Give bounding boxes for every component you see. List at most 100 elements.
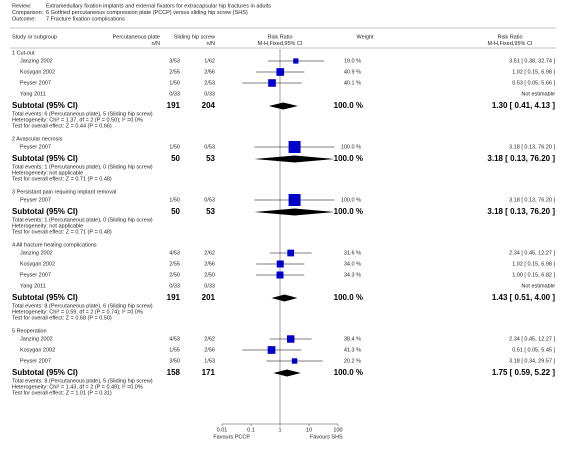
n-value: 1/53 xyxy=(204,358,215,364)
n-value: 2/56 xyxy=(204,261,215,267)
comparison: 6 Gotfried percutaneous compression plat… xyxy=(46,10,248,16)
effect-box xyxy=(288,194,301,206)
effect-box xyxy=(293,58,299,64)
n-value: 0/33 xyxy=(169,91,180,97)
result: 3.18 [ 0.13, 76.20 ] xyxy=(509,144,555,150)
subtotal-name: Subtotal (95% CI) xyxy=(12,293,78,302)
subtotal-result: 1.30 [ 0.41, 4.13 ] xyxy=(492,101,555,110)
heterogeneity: Heterogeneity: not applicable xyxy=(12,170,83,176)
subtotal-weight: 100.0 % xyxy=(334,293,363,302)
tick-label: 0.01 xyxy=(217,427,228,433)
weight: 34.3 % xyxy=(344,272,361,278)
group-title: 2 Avascular necrosis xyxy=(12,136,63,142)
total-events: Total events: 1 (Percutaneous plate), 0 … xyxy=(12,217,153,223)
subtotal-result: 3.18 [ 0.13, 76.20 ] xyxy=(487,207,555,216)
n-value: 1/55 xyxy=(169,347,180,353)
weight: 100.0 % xyxy=(341,144,361,150)
weight: 31.6 % xyxy=(344,250,361,256)
result: 3.18 [ 0.13, 76.20 ] xyxy=(509,197,555,203)
effect-box xyxy=(276,260,284,268)
result: 2.34 [ 0.45, 12.27 ] xyxy=(509,336,555,342)
group-title: 4 All fracture healing complications xyxy=(12,242,97,248)
result: 2.34 [ 0.45, 12.27 ] xyxy=(509,250,555,256)
effect-box xyxy=(287,249,295,257)
column-header: Risk Ratio xyxy=(267,34,292,40)
column-header: Study or subgroup xyxy=(12,34,57,40)
study-name: Kosygan 2002 xyxy=(20,347,55,353)
column-header: M-H,Fixed,95% CI xyxy=(488,41,533,47)
heterogeneity: Heterogeneity: Chi² = 0.59, df = 2 (P = … xyxy=(12,309,143,315)
subtotal-name: Subtotal (95% CI) xyxy=(12,101,78,110)
heterogeneity: Heterogeneity: not applicable xyxy=(12,223,83,229)
n-value: 0/33 xyxy=(204,283,215,289)
total-events: Total events: 8 (Percutaneous plate), 5 … xyxy=(12,378,153,384)
weight: 100.0 % xyxy=(341,197,361,203)
overall-effect: Test for overall effect: Z = 0.68 (P = 0… xyxy=(12,315,112,321)
subtotal-weight: 100.0 % xyxy=(334,101,363,110)
effect-box xyxy=(288,141,301,153)
group-title: 5 Reoperation xyxy=(12,328,47,334)
study-name: Janzing 2002 xyxy=(20,250,53,256)
heterogeneity: Heterogeneity: Chi² = 1.43, df = 2 (P = … xyxy=(12,384,143,390)
n-value: 0/53 xyxy=(204,197,215,203)
n-value: 2/62 xyxy=(204,250,215,256)
summary-diamond xyxy=(268,102,298,110)
weight: 34.0 % xyxy=(344,261,361,267)
n-value: 2/53 xyxy=(204,80,215,86)
n-value: 4/53 xyxy=(169,336,180,342)
heterogeneity: Heterogeneity: Chi² = 1.37, df = 2 (P = … xyxy=(12,117,143,123)
result: 1.00 [ 0.15, 6.82 ] xyxy=(512,272,555,278)
result: 3.18 [ 0.34, 29.57 ] xyxy=(509,358,555,364)
summary-diamond xyxy=(254,155,335,163)
tick-label: 0.1 xyxy=(247,427,255,433)
n-value: 0/33 xyxy=(204,91,215,97)
tick-label: 100 xyxy=(333,427,342,433)
group-title: 1 Cut-out xyxy=(12,50,35,56)
review-label: Review: xyxy=(12,3,32,9)
subtotal-n: 53 xyxy=(206,207,215,216)
subtotal-n: 201 xyxy=(202,293,216,302)
study-name: Kosygan 2002 xyxy=(20,261,55,267)
n-value: 2/55 xyxy=(169,69,180,75)
result: 0.51 [ 0.05, 5.45 ] xyxy=(512,347,555,353)
subtotal-name: Subtotal (95% CI) xyxy=(12,368,78,377)
n-value: 2/50 xyxy=(204,272,215,278)
tick-label: 10 xyxy=(306,427,312,433)
n-value: 2/55 xyxy=(169,261,180,267)
overall-effect: Test for overall effect: Z = 0.44 (P = 0… xyxy=(12,123,112,129)
study-name: Peyser 2007 xyxy=(20,272,51,278)
n-value: 3/50 xyxy=(169,358,180,364)
n-value: 2/50 xyxy=(169,272,180,278)
overall-effect: Test for overall effect: Z = 1.01 (P = 0… xyxy=(12,390,112,396)
comparison-label: Comparison: xyxy=(12,10,44,16)
subtotal-n: 191 xyxy=(167,101,181,110)
favours-left: Favours PCCP xyxy=(213,434,250,440)
summary-diamond xyxy=(273,369,301,377)
column-header: Risk Ratio xyxy=(497,34,522,40)
study-name: Yang 2011 xyxy=(20,283,46,289)
weight: 38.4 % xyxy=(344,336,361,342)
n-value: 1/50 xyxy=(169,80,180,86)
study-name: Kosygan 2002 xyxy=(20,69,55,75)
total-events: Total events: 1 (Percutaneous plate), 0 … xyxy=(12,164,153,170)
subtotal-n: 50 xyxy=(171,207,180,216)
column-header: Sliding hip screw xyxy=(174,34,215,40)
tick-label: 1 xyxy=(278,427,281,433)
column-header: Percutaneous plate xyxy=(113,34,160,40)
result: 1.02 [ 0.15, 6.98 ] xyxy=(512,261,555,267)
study-name: Peyser 2007 xyxy=(20,358,51,364)
effect-box xyxy=(268,79,276,87)
result: 0.53 [ 0.05, 5.66 ] xyxy=(512,80,555,86)
subtotal-n: 158 xyxy=(167,368,181,377)
weight: 41.3 % xyxy=(344,347,361,353)
subtotal-name: Subtotal (95% CI) xyxy=(12,207,78,216)
summary-diamond xyxy=(254,208,335,216)
subtotal-weight: 100.0 % xyxy=(334,207,363,216)
subtotal-n: 204 xyxy=(202,101,216,110)
subtotal-result: 3.18 [ 0.13, 76.20 ] xyxy=(487,154,555,163)
favours-right: Favours SHS xyxy=(310,434,343,440)
study-name: Janzing 2002 xyxy=(20,336,53,342)
n-value: 1/50 xyxy=(169,144,180,150)
n-value: 2/62 xyxy=(204,336,215,342)
